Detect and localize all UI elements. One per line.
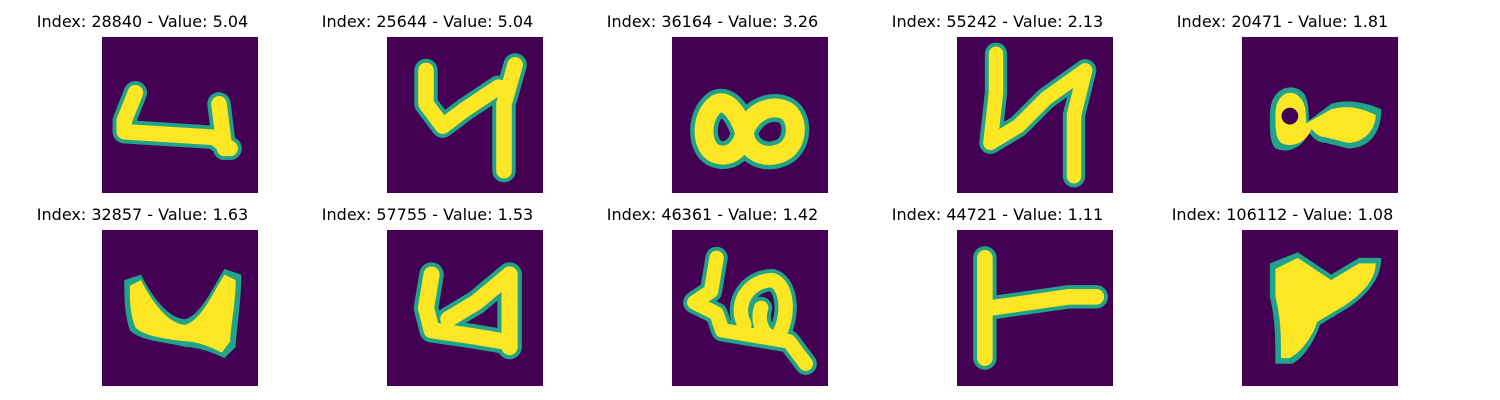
- digit-image: [102, 37, 258, 193]
- digit-image: [387, 37, 543, 193]
- panel-title: Index: 106112 - Value: 1.08: [1171, 205, 1394, 224]
- panel-1: Index: 28840 - Value: 5.04: [0, 0, 285, 193]
- digit-glyph: [413, 262, 522, 360]
- digit-glyph: [1269, 252, 1382, 364]
- digit-glyph: [112, 81, 242, 161]
- panel-title: Index: 32857 - Value: 1.63: [36, 205, 249, 224]
- panel-10: Index: 106112 - Value: 1.08: [1140, 193, 1425, 386]
- panel-title: Index: 55242 - Value: 2.13: [891, 12, 1104, 31]
- panel-6: Index: 32857 - Value: 1.63: [0, 193, 285, 386]
- digit-glyph: [414, 53, 527, 183]
- panel-title: Index: 36164 - Value: 3.26: [606, 12, 819, 31]
- panel-2: Index: 25644 - Value: 5.04: [285, 0, 570, 193]
- panel-title: Index: 20471 - Value: 1.81: [1176, 12, 1389, 31]
- panel-title: Index: 25644 - Value: 5.04: [321, 12, 534, 31]
- panel-5: Index: 20471 - Value: 1.81: [1140, 0, 1425, 193]
- panel-title: Index: 28840 - Value: 5.04: [36, 12, 249, 31]
- digit-glyph: [124, 269, 242, 359]
- digit-glyph: [683, 246, 817, 375]
- panel-3: Index: 36164 - Value: 3.26: [570, 0, 855, 193]
- panel-title: Index: 57755 - Value: 1.53: [321, 205, 534, 224]
- digit-glyph: [973, 246, 1108, 370]
- digit-image: [1242, 230, 1398, 386]
- panel-title: Index: 44721 - Value: 1.11: [891, 205, 1104, 224]
- panel-9: Index: 44721 - Value: 1.11: [855, 193, 1140, 386]
- panel-8: Index: 46361 - Value: 1.42: [570, 193, 855, 386]
- panel-title: Index: 46361 - Value: 1.42: [606, 205, 819, 224]
- digit-glyph: [690, 89, 810, 170]
- panel-4: Index: 55242 - Value: 2.13: [855, 0, 1140, 193]
- digit-image: [102, 230, 258, 386]
- digit-glyph: [1269, 87, 1382, 151]
- panel-7: Index: 57755 - Value: 1.53: [285, 193, 570, 386]
- digit-image: [672, 37, 828, 193]
- digit-image: [1242, 37, 1398, 193]
- digit-glyph: [979, 42, 1097, 188]
- digit-image: [957, 230, 1113, 386]
- digit-image: [957, 37, 1113, 193]
- digit-image: [672, 230, 828, 386]
- digit-image: [387, 230, 543, 386]
